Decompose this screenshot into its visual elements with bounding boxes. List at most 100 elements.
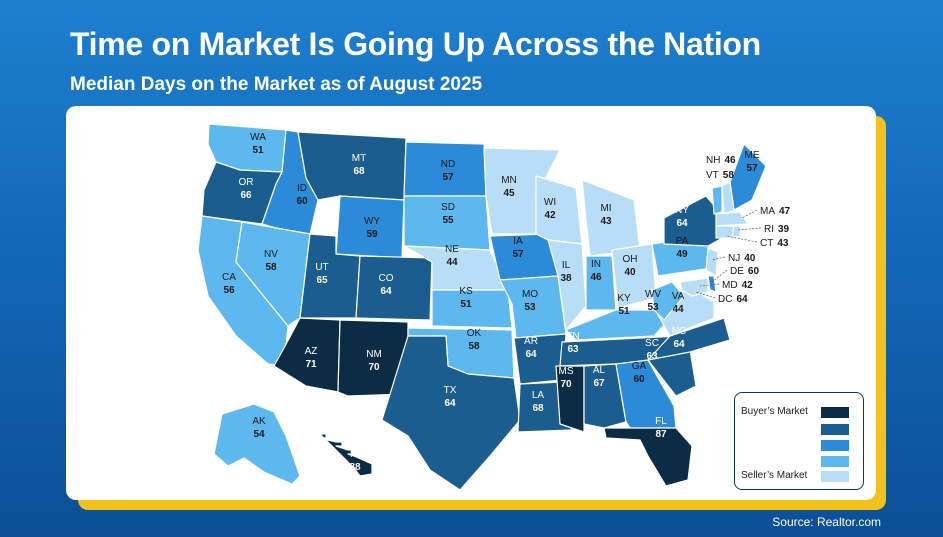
legend-swatch-3 [821, 440, 849, 451]
state-value-az: 71 [305, 359, 317, 370]
state-abbr-or: OR [239, 177, 254, 188]
state-mt [297, 131, 407, 201]
map-legend: Buyer’s Market Seller’s Market [734, 392, 864, 490]
state-nm [337, 319, 409, 397]
state-value-nh: 46 [724, 155, 736, 166]
state-value-ut: 65 [316, 275, 328, 286]
page-subtitle: Median Days on the Market as of August 2… [70, 74, 483, 95]
callout-line-nj [711, 256, 726, 261]
state-abbr-dc: DC [718, 294, 732, 305]
state-abbr-mt: MT [352, 153, 366, 164]
state-abbr-mo: MO [522, 289, 538, 300]
state-value-id: 60 [296, 196, 308, 207]
state-callout-vt: VT 58 [706, 170, 734, 181]
state-abbr-sc: SC [645, 338, 659, 349]
state-abbr-az: AZ [305, 346, 318, 357]
state-abbr-nh: NH [706, 155, 720, 166]
state-abbr-il: IL [562, 260, 571, 271]
state-value-oh: 40 [624, 267, 636, 278]
state-value-mi: 43 [600, 216, 612, 227]
state-abbr-wa: WA [250, 132, 266, 143]
state-abbr-ri: RI [764, 224, 774, 235]
state-il [547, 239, 587, 331]
legend-top-label: Buyer’s Market [741, 406, 808, 417]
state-abbr-tx: TX [444, 385, 457, 396]
state-abbr-me: ME [745, 150, 760, 161]
state-value-me: 57 [746, 163, 758, 174]
state-fl [603, 427, 693, 487]
state-value-ok: 58 [468, 341, 480, 352]
state-ma [715, 211, 749, 227]
state-value-vt: 58 [723, 170, 735, 181]
state-value-ca: 56 [223, 285, 235, 296]
state-value-va: 44 [672, 304, 684, 315]
state-abbr-pa: PA [676, 236, 689, 247]
state-nc [647, 317, 731, 361]
state-abbr-id: ID [297, 183, 307, 194]
state-abbr-wv: WV [645, 289, 661, 300]
state-wy [335, 195, 405, 259]
state-value-sc: 63 [646, 351, 658, 362]
state-abbr-de: DE [730, 266, 744, 277]
state-abbr-ny: NY [675, 205, 689, 216]
state-value-il: 38 [560, 273, 572, 284]
state-value-mo: 53 [524, 302, 536, 313]
state-abbr-in: IN [591, 259, 601, 270]
state-value-wa: 51 [252, 145, 264, 156]
state-value-nv: 58 [265, 262, 277, 273]
state-callout-dc: DC 64 [718, 294, 748, 305]
state-value-ct: 43 [777, 238, 789, 249]
state-md [679, 277, 709, 297]
state-value-tn: 63 [567, 344, 579, 355]
state-nh [721, 181, 735, 215]
state-ak [213, 403, 301, 485]
legend-swatch-4 [821, 456, 849, 467]
state-ks [431, 289, 513, 329]
state-value-ne: 44 [446, 257, 458, 268]
state-de [707, 275, 717, 293]
state-abbr-co: CO [379, 273, 394, 284]
state-value-ia: 57 [512, 249, 524, 260]
state-value-wy: 59 [366, 229, 378, 240]
state-co [355, 255, 433, 321]
state-callout-ma: MA 47 [760, 206, 791, 217]
state-ct [715, 225, 735, 239]
state-abbr-ia: IA [513, 236, 523, 247]
state-value-fl: 87 [655, 429, 667, 440]
state-callout-ct: CT 43 [760, 238, 789, 249]
state-abbr-md: MD [722, 280, 738, 291]
state-abbr-nd: ND [441, 159, 455, 170]
state-wv [651, 281, 685, 321]
state-abbr-ca: CA [222, 272, 236, 283]
callout-line-ma [741, 209, 758, 219]
state-abbr-mn: MN [501, 175, 517, 186]
state-value-or: 66 [240, 190, 252, 201]
state-hi [319, 433, 373, 477]
state-abbr-mi: MI [600, 203, 611, 214]
state-abbr-oh: OH [623, 254, 638, 265]
legend-bottom-label: Seller’s Market [741, 470, 808, 481]
page-title: Time on Market Is Going Up Across the Na… [70, 26, 761, 62]
state-abbr-nj: NJ [728, 253, 740, 264]
state-callout-nh: NH 46 [706, 155, 736, 166]
state-abbr-ct: CT [760, 238, 773, 249]
state-abbr-tn: TN [566, 331, 579, 342]
state-ms [555, 365, 585, 433]
state-abbr-nv: NV [264, 249, 278, 260]
state-abbr-ma: MA [760, 206, 775, 217]
legend-swatch-5 [821, 471, 849, 482]
legend-swatch-2 [821, 424, 849, 435]
state-value-in: 46 [590, 272, 602, 283]
state-value-al: 67 [593, 378, 605, 389]
callout-line-md [699, 283, 720, 287]
state-value-nj: 40 [744, 253, 756, 264]
state-value-co: 64 [380, 286, 392, 297]
state-abbr-nc: NC [672, 326, 686, 337]
state-value-ks: 51 [460, 299, 472, 310]
state-value-ga: 60 [633, 374, 645, 385]
state-abbr-ok: OK [467, 328, 482, 339]
state-value-dc: 64 [736, 294, 748, 305]
state-value-ma: 47 [779, 206, 791, 217]
state-nj [705, 247, 719, 277]
